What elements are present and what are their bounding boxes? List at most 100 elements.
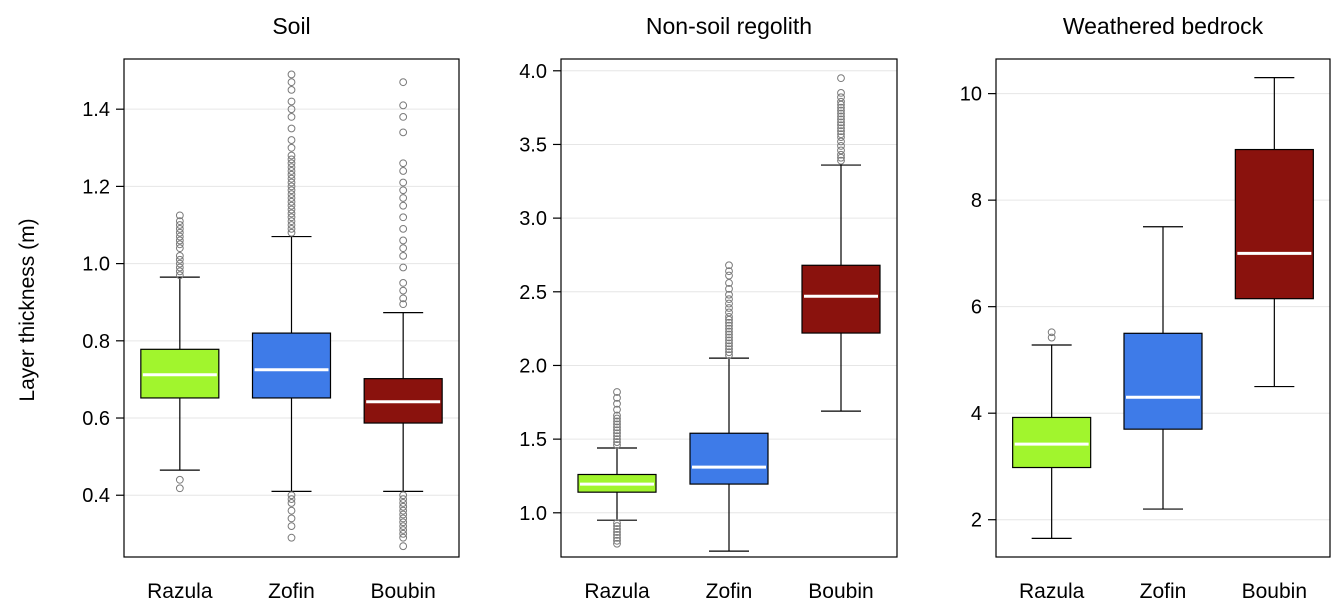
outlier-point xyxy=(399,101,408,110)
outlier-point xyxy=(287,194,296,202)
outlier-point xyxy=(175,259,184,268)
outlier-point xyxy=(399,244,408,253)
outlier-point xyxy=(399,194,408,202)
outlier-point xyxy=(613,533,621,542)
outlier-point xyxy=(175,244,184,253)
outlier-point xyxy=(725,342,733,351)
outlier-point xyxy=(287,78,296,87)
outlier-point xyxy=(287,228,296,237)
outlier-point xyxy=(725,324,733,333)
outlier-point xyxy=(399,294,408,303)
outlier-point xyxy=(725,351,733,360)
outlier-point xyxy=(175,267,184,276)
x-tick-label: Razula xyxy=(1019,580,1085,602)
outlier-point xyxy=(725,290,733,299)
outlier-point xyxy=(725,284,733,293)
outlier-point xyxy=(613,536,621,545)
outlier-point xyxy=(837,156,845,165)
y-tick-label: 1.0 xyxy=(82,254,110,276)
box-boubin xyxy=(363,78,443,551)
outlier-point xyxy=(287,190,296,199)
y-tick-label: 2 xyxy=(971,510,982,532)
outlier-point xyxy=(287,167,296,175)
y-tick-label: 1.5 xyxy=(519,429,547,451)
outlier-point xyxy=(175,211,184,220)
outlier-point xyxy=(613,411,621,420)
outlier-point xyxy=(399,224,408,233)
outlier-point xyxy=(287,522,296,531)
outlier-point xyxy=(837,127,845,136)
outlier-point xyxy=(399,251,408,260)
outlier-point xyxy=(287,514,296,523)
outlier-point xyxy=(837,74,845,83)
outlier-point xyxy=(287,205,296,214)
x-tick-label: Razula xyxy=(584,580,650,602)
outlier-point xyxy=(399,263,408,272)
outlier-point xyxy=(613,414,621,423)
outlier-point xyxy=(399,113,408,121)
panel-1: Non-soil regolith 1.0 1.5 2.0 2.5 3.0 3.5 4.0 Ra… xyxy=(519,13,898,603)
outlier-point xyxy=(399,529,408,538)
outlier-point xyxy=(399,518,408,527)
y-tick-label: 10 xyxy=(960,84,982,106)
box-boubin xyxy=(1234,77,1314,388)
outlier-point xyxy=(725,333,733,342)
outlier-point xyxy=(725,339,733,348)
outlier-point xyxy=(175,217,184,226)
outlier-point xyxy=(287,197,296,206)
outlier-point xyxy=(287,186,296,195)
outlier-point xyxy=(175,228,184,237)
outlier-point xyxy=(613,539,621,548)
outlier-point xyxy=(399,526,408,534)
box-iqr xyxy=(801,264,881,334)
outlier-point xyxy=(399,78,408,87)
y-tick-label: 8 xyxy=(971,190,982,212)
outlier-point xyxy=(287,182,296,191)
panel-title: Soil xyxy=(272,13,310,39)
outlier-point xyxy=(399,542,408,551)
y-tick-label: 1.4 xyxy=(82,99,110,121)
outlier-point xyxy=(399,201,408,210)
plot-frame xyxy=(995,58,1331,558)
x-tick-label: Boubin xyxy=(808,580,873,602)
outlier-point xyxy=(613,393,621,402)
outlier-point xyxy=(613,420,621,429)
y-tick-label: 1.2 xyxy=(82,176,110,198)
y-tick-label: 3.5 xyxy=(519,134,547,156)
box-boubin xyxy=(801,74,881,412)
box-iqr xyxy=(1123,332,1203,430)
outlier-point xyxy=(399,186,408,195)
outlier-point xyxy=(287,201,296,210)
x-tick-label: Boubin xyxy=(1242,580,1307,602)
outlier-point xyxy=(725,348,733,357)
outlier-point xyxy=(837,150,845,159)
outlier-point xyxy=(175,232,184,241)
outlier-point xyxy=(287,155,296,164)
outlier-point xyxy=(613,519,621,528)
outlier-point xyxy=(399,128,408,137)
outlier-point xyxy=(837,137,845,146)
y-tick-label: 3.0 xyxy=(519,208,547,230)
outlier-point xyxy=(613,423,621,432)
outlier-point xyxy=(613,432,621,441)
outlier-point xyxy=(613,525,621,533)
outlier-point xyxy=(287,136,296,144)
outlier-point xyxy=(287,170,296,179)
outlier-point xyxy=(837,146,845,155)
outlier-point xyxy=(287,163,296,171)
outlier-point xyxy=(613,429,621,438)
outlier-point xyxy=(725,304,733,312)
box-razula xyxy=(140,211,220,493)
outlier-point xyxy=(613,435,621,444)
outlier-point xyxy=(399,159,408,168)
box-zofin xyxy=(251,70,332,542)
box-razula xyxy=(577,388,657,548)
outlier-point xyxy=(399,300,408,309)
outlier-point xyxy=(837,88,845,97)
y-tick-label: 0.4 xyxy=(82,485,110,507)
panel-2: Weathered bedrock 2 4 6 8 10 Razula Zofin Boubin xyxy=(960,13,1331,603)
y-tick-label: 1.0 xyxy=(519,503,547,525)
x-tick-label: Zofin xyxy=(1140,580,1187,602)
